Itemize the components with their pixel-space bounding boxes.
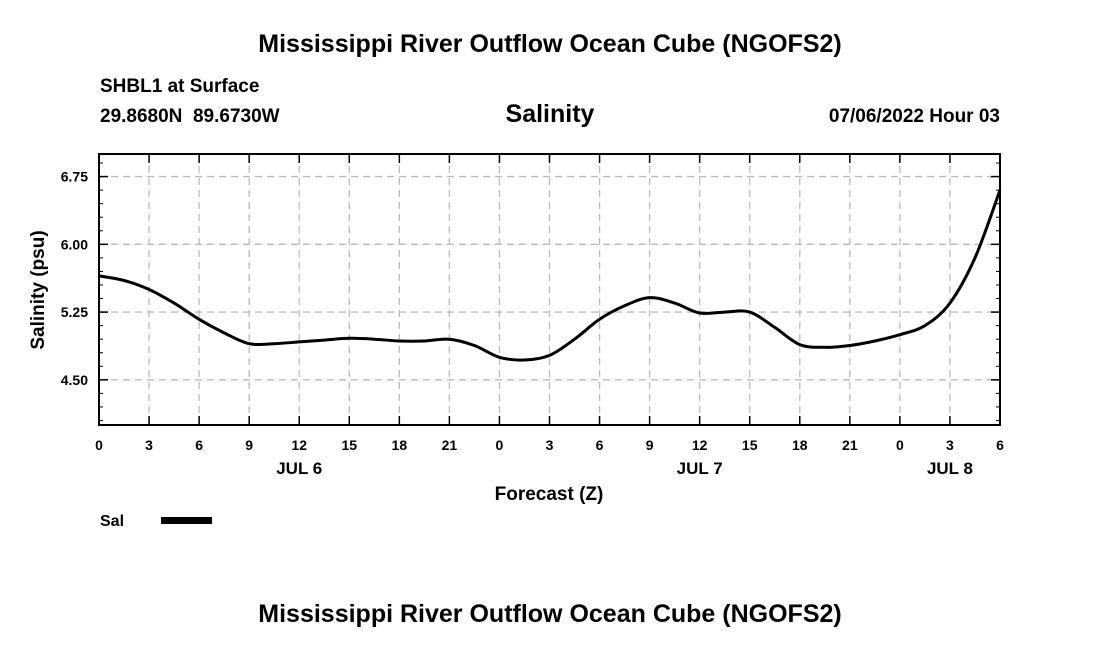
x-tick-label: 3 xyxy=(946,437,954,453)
date-label: JUL 8 xyxy=(927,459,973,478)
x-tick-label: 0 xyxy=(896,437,904,453)
x-tick-label: 9 xyxy=(245,437,253,453)
x-tick-label: 21 xyxy=(442,437,458,453)
y-tick-label: 5.25 xyxy=(61,304,88,320)
date-labels: JUL 6 JUL 7 JUL 8 xyxy=(276,459,973,478)
x-tick-label: 15 xyxy=(341,437,357,453)
legend-swatch xyxy=(161,517,212,524)
date-label: JUL 6 xyxy=(276,459,322,478)
y-tick-label: 6.75 xyxy=(61,169,88,185)
date-label: JUL 7 xyxy=(677,459,723,478)
x-tick-label: 18 xyxy=(792,437,808,453)
x-tick-label: 9 xyxy=(646,437,654,453)
x-tick-label: 12 xyxy=(291,437,307,453)
variable-title: Salinity xyxy=(505,100,595,128)
footer-title: Mississippi River Outflow Ocean Cube (NG… xyxy=(258,600,842,628)
plot-frame xyxy=(98,153,1001,426)
x-tick-label: 0 xyxy=(95,437,103,453)
x-tick-label: 3 xyxy=(546,437,554,453)
x-tick-label: 12 xyxy=(692,437,708,453)
legend: Sal xyxy=(100,513,212,530)
salinity-series-line xyxy=(98,189,1002,362)
x-tick-label: 6 xyxy=(195,437,203,453)
x-tick-label: 3 xyxy=(145,437,153,453)
y-tick-label: 4.50 xyxy=(61,372,88,388)
x-tick-label: 0 xyxy=(496,437,504,453)
x-tick-label: 21 xyxy=(842,437,858,453)
station-label: SHBL1 at Surface xyxy=(100,76,260,97)
y-tick-labels: 4.50 5.25 6.00 6.75 xyxy=(61,169,88,388)
y-tick-label: 6.00 xyxy=(61,236,88,252)
x-tick-label: 6 xyxy=(996,437,1004,453)
y-axis-label: Salinity (psu) xyxy=(28,230,49,349)
x-tick-label: 6 xyxy=(596,437,604,453)
x-tick-labels: 0 3 6 9 12 15 18 21 0 3 6 9 12 15 18 21 0 3 6 xyxy=(95,437,1004,453)
forecast-timestamp: 07/06/2022 Hour 03 xyxy=(828,106,1000,127)
x-tick-label: 18 xyxy=(392,437,408,453)
station-coordinates: 29.8680N 89.6730W xyxy=(100,106,280,127)
chart-title: Mississippi River Outflow Ocean Cube (NG… xyxy=(258,30,842,58)
grid-lines xyxy=(99,154,1000,425)
x-tick-label: 15 xyxy=(742,437,758,453)
x-axis-label: Forecast (Z) xyxy=(495,484,604,505)
legend-label: Sal xyxy=(100,513,124,530)
